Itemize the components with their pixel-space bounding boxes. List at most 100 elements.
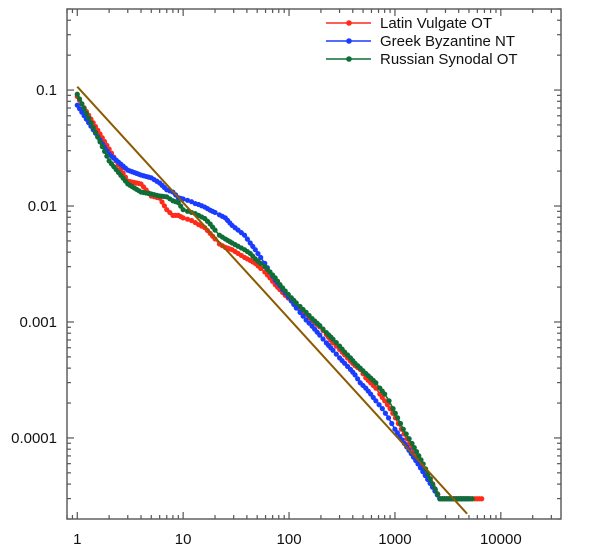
data-point [430,481,436,487]
data-point [397,420,404,427]
data-point [360,368,366,374]
y-tick-label: 0.001 [19,314,57,331]
data-point [365,373,371,379]
data-point [333,351,339,357]
y-axis-tick-labels: 0.1 0.01 0.001 0.0001 [11,82,57,447]
legend-entry: Latin Vulgate OT [326,15,492,32]
data-point [204,218,211,224]
data-point [244,248,250,255]
data-point [350,358,356,364]
x-tick-label: 10 [175,531,192,548]
data-point [136,188,142,194]
data-point [250,253,256,259]
data-point [300,306,306,313]
data-point [184,216,191,222]
data-point [392,410,398,416]
data-point [333,340,339,346]
legend-marker [346,20,352,26]
data-point [339,346,345,352]
data-point [92,129,99,135]
data-point [232,248,238,255]
data-point [432,486,438,492]
data-point [81,105,87,112]
plot-border [66,8,562,520]
legend-marker [346,38,352,44]
x-tick-label: 1 [73,531,81,548]
data-point [406,436,412,442]
data-point [314,320,320,326]
y-tick-label: 0.0001 [11,430,57,447]
series-layer [74,91,485,502]
data-point [255,258,261,264]
data-point [97,139,103,145]
data-point [376,402,382,408]
data-point [413,449,420,455]
data-point [227,220,233,226]
data-point [467,496,473,502]
data-point [210,208,216,214]
data-point [400,426,406,432]
data-point [88,120,94,126]
data-point [300,313,306,319]
data-point [161,184,167,191]
y-tick-label: 0.01 [28,198,57,215]
data-point [122,178,129,184]
data-point [279,285,286,291]
data-point [83,110,89,116]
fit-line [76,85,468,515]
series-line [76,96,482,500]
data-point [167,209,173,216]
data-point [238,230,244,236]
data-point [411,444,417,451]
legend-label: Greek Byzantine NT [380,33,515,50]
legend-label: Russian Synodal OT [380,51,518,68]
data-point [306,320,312,326]
data-point [90,124,96,131]
data-point [161,193,167,200]
series-line [76,93,473,500]
data-point [379,388,385,394]
data-point [238,245,244,251]
data-point [99,144,105,150]
data-point [178,214,184,220]
data-point [416,453,422,459]
data-point [154,178,160,184]
data-point [269,272,276,278]
data-point [264,266,270,272]
data-point [227,246,233,252]
data-point [328,334,334,340]
data-point [344,352,351,358]
legend-entry: Russian Synodal OT [326,51,518,68]
legend-marker [346,56,352,62]
data-point [250,243,256,249]
data-point [370,394,376,401]
data-point [476,496,483,502]
data-point [184,197,191,203]
data-point [161,203,167,209]
data-point [379,406,385,412]
data-point [382,410,389,416]
data-point [76,96,83,102]
data-point [204,206,211,212]
x-tick-label: 1000 [378,531,411,548]
series-russian-synodal-ot [74,91,475,502]
data-point [136,180,142,187]
x-axis-tick-labels: 1 10 100 1000 10000 [73,531,522,548]
data-point [199,214,205,220]
data-point [355,376,361,382]
data-point [344,363,351,369]
data-point [386,398,392,404]
data-point [227,239,233,245]
legend-entry: Greek Byzantine NT [326,33,515,50]
data-point [173,212,179,218]
x-tick-label: 10000 [480,531,522,548]
data-point [167,196,173,202]
data-point [389,420,395,427]
data-point [370,377,376,383]
data-point [339,358,345,364]
data-point [199,203,205,209]
data-point [146,190,152,197]
data-point [232,242,238,248]
